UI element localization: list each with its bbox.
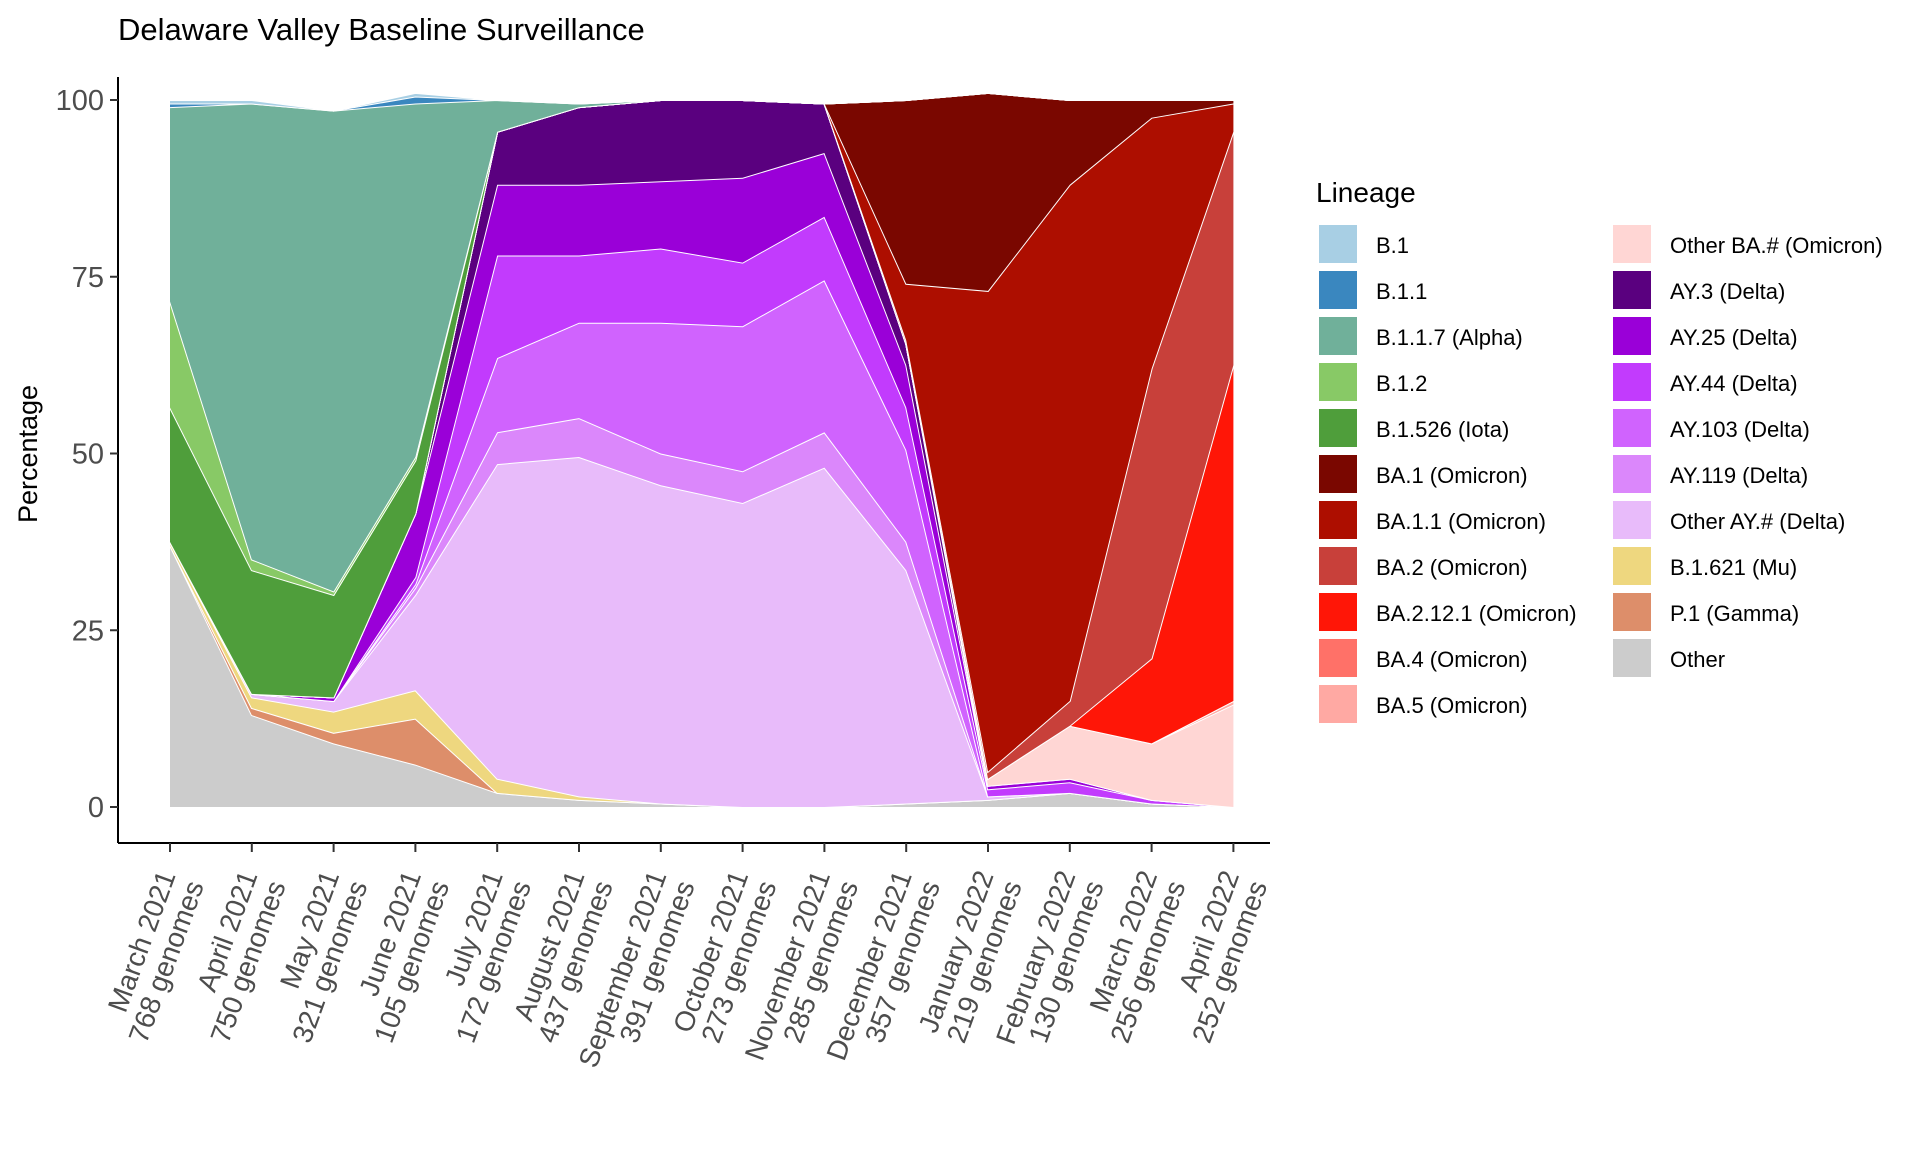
legend-item-ba-2-12-1-omicron: BA.2.12.1 (Omicron)	[1317, 591, 1577, 633]
legend: Lineage B.1 B.1.1 B.1.1.7 (Alpha) B.1.2 B.1.…	[1316, 177, 1883, 725]
legend-label: BA.4 (Omicron)	[1376, 647, 1528, 672]
legend-swatch	[1317, 315, 1359, 357]
legend-label: Other BA.# (Omicron)	[1670, 233, 1883, 258]
legend-swatch	[1611, 223, 1653, 265]
legend-swatch	[1611, 315, 1653, 357]
legend-item-ba-5-omicron: BA.5 (Omicron)	[1317, 683, 1528, 725]
legend-item-b-1-1: B.1.1	[1317, 269, 1427, 311]
area-ba-1-1-omicron	[170, 100, 1234, 772]
legend-swatch	[1611, 499, 1653, 541]
legend-label: AY.3 (Delta)	[1670, 279, 1785, 304]
legend-item-ay-119-delta: AY.119 (Delta)	[1611, 453, 1808, 495]
legend-item-ay-103-delta: AY.103 (Delta)	[1611, 407, 1810, 449]
area-b-1-526-iota	[170, 92, 1234, 698]
legend-label: AY.103 (Delta)	[1670, 417, 1810, 442]
y-tick-label: 50	[72, 439, 104, 471]
legend-label: B.1.1	[1376, 279, 1427, 304]
legend-label: BA.5 (Omicron)	[1376, 693, 1528, 718]
legend-item-ba-1-omicron: BA.1 (Omicron)	[1317, 453, 1528, 495]
boundary-b-1	[170, 91, 1234, 112]
legend-label: BA.1 (Omicron)	[1376, 463, 1528, 488]
stacked-areas	[169, 91, 1235, 808]
legend-item-other-ay-delta: Other AY.# (Delta)	[1611, 499, 1845, 541]
legend-item-b-1: B.1	[1317, 223, 1409, 265]
legend-item-ba-2-omicron: BA.2 (Omicron)	[1317, 545, 1528, 587]
legend-swatch	[1317, 223, 1359, 265]
legend-title: Lineage	[1316, 177, 1416, 208]
legend-swatch	[1611, 545, 1653, 587]
area-other-ay-delta	[170, 457, 1234, 807]
legend-swatch	[1317, 269, 1359, 311]
legend-label: P.1 (Gamma)	[1670, 601, 1799, 626]
legend-swatch	[1317, 591, 1359, 633]
legend-item-other-ba-omicron: Other BA.# (Omicron)	[1611, 223, 1883, 265]
legend-swatch	[1317, 499, 1359, 541]
legend-swatch	[1611, 637, 1653, 679]
y-tick-label: 0	[88, 792, 104, 824]
area-b-1	[170, 92, 1234, 111]
legend-swatch	[1317, 453, 1359, 495]
legend-swatch	[1611, 269, 1653, 311]
legend-swatch	[1317, 683, 1359, 725]
legend-item-other: Other	[1611, 637, 1725, 679]
area-ba-1-omicron	[170, 92, 1234, 698]
legend-item-ba-1-1-omicron: BA.1.1 (Omicron)	[1317, 499, 1546, 541]
legend-swatch	[1611, 361, 1653, 403]
legend-label: AY.25 (Delta)	[1670, 325, 1798, 350]
y-axis: 0 25 50 75 100	[56, 77, 119, 843]
legend-label: Other	[1670, 647, 1725, 672]
legend-label: B.1	[1376, 233, 1409, 258]
area-b-1-1-7-alpha	[170, 92, 1234, 592]
legend-item-ba-4-omicron: BA.4 (Omicron)	[1317, 637, 1528, 679]
legend-label: B.1.2	[1376, 371, 1427, 396]
legend-label: BA.2 (Omicron)	[1376, 555, 1528, 580]
legend-label: BA.2.12.1 (Omicron)	[1376, 601, 1577, 626]
area-ay-103-delta	[170, 280, 1234, 807]
legend-swatch	[1317, 407, 1359, 449]
chart-title: Delaware Valley Baseline Surveillance	[118, 12, 645, 47]
legend-label: B.1.621 (Mu)	[1670, 555, 1797, 580]
y-axis-title: Percentage	[13, 385, 43, 523]
legend-label: B.1.526 (Iota)	[1376, 417, 1509, 442]
legend-label: AY.119 (Delta)	[1670, 463, 1808, 488]
legend-item-b-1-2: B.1.2	[1317, 361, 1427, 403]
legend-swatch	[1611, 453, 1653, 495]
legend-label: Other AY.# (Delta)	[1670, 509, 1845, 534]
legend-swatch	[1611, 591, 1653, 633]
area-ba-2-12-1-omicron	[170, 100, 1234, 779]
area-other	[170, 545, 1234, 807]
legend-item-b-1-526-iota: B.1.526 (Iota)	[1317, 407, 1509, 449]
legend-item-p-1-gamma: P.1 (Gamma)	[1611, 591, 1799, 633]
legend-swatch	[1611, 407, 1653, 449]
legend-swatch	[1317, 637, 1359, 679]
legend-label: BA.1.1 (Omicron)	[1376, 509, 1546, 534]
legend-item-b-1-621-mu: B.1.621 (Mu)	[1611, 545, 1797, 587]
legend-swatch	[1317, 361, 1359, 403]
legend-label: AY.44 (Delta)	[1670, 371, 1798, 396]
area-p-1-gamma	[170, 545, 1234, 807]
legend-swatch	[1317, 545, 1359, 587]
y-tick-label: 100	[56, 85, 104, 117]
y-tick-label: 75	[72, 262, 104, 294]
legend-label: B.1.1.7 (Alpha)	[1376, 325, 1523, 350]
legend-item-ay-3-delta: AY.3 (Delta)	[1611, 269, 1785, 311]
legend-item-ay-44-delta: AY.44 (Delta)	[1611, 361, 1798, 403]
legend-item-b-1-1-7-alpha: B.1.1.7 (Alpha)	[1317, 315, 1523, 357]
legend-item-ay-25-delta: AY.25 (Delta)	[1611, 315, 1798, 357]
y-tick-label: 25	[72, 615, 104, 647]
